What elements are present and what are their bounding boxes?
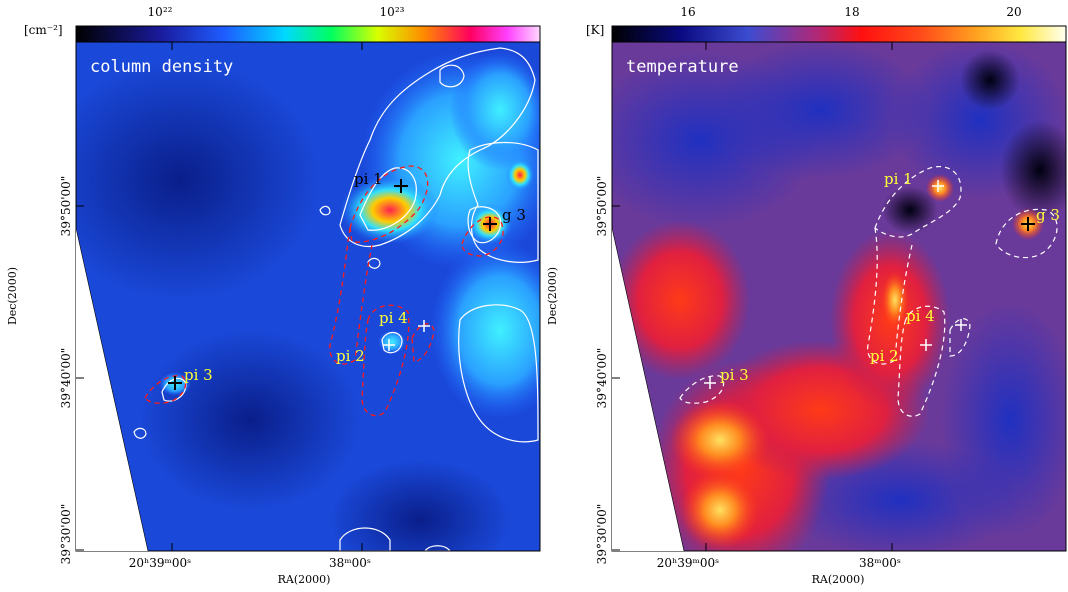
right-source-pi4-label: pi 4 [906,307,935,325]
left-dec-tick-1: 39°50'00" [59,176,73,237]
right-xlabel: RA(2000) [812,573,865,586]
left-source-pi3-label: pi 3 [184,366,213,384]
right-source-pi1-label: pi 1 [884,170,913,188]
left-source-pi1-label: pi 1 [354,170,383,188]
left-colorbar-tick-2: 10²³ [380,5,405,19]
left-density-map [76,42,540,551]
right-source-g3-label: g 3 [1036,206,1060,224]
right-source-pi3-label: pi 3 [720,366,749,384]
left-dec-tick-3: 39°30'00" [59,504,73,565]
left-source-g3-label: g 3 [502,206,526,224]
left-ylabel: Dec(2000) [6,267,19,325]
right-source-pi2: pi 2 [870,347,899,365]
right-tick-marks [612,42,893,551]
left-source-pi4-label: pi 4 [379,309,408,327]
right-panel-title: temperature [626,57,739,77]
right-dec-tick-1: 39°50'00" [595,176,609,237]
left-xlabel: RA(2000) [278,573,331,586]
left-ra-tick-2: 38ᵐ00ˢ [329,556,371,570]
left-source-pi1: pi 1 [354,170,408,193]
right-ra-tick-2: 38ᵐ00ˢ [859,556,901,570]
left-source-pi2-label: pi 2 [336,347,365,365]
right-colorbar-tick-1: 16 [680,5,695,19]
left-panel: [cm⁻²] 10²² 10²³ [6,5,541,586]
right-source-pi3: pi 3 [704,366,749,389]
left-tick-marks [76,42,363,551]
right-dec-tick-2: 39°40'00" [595,348,609,409]
right-colorbar-tick-2: 18 [844,5,859,19]
right-colorbar-tick-3: 20 [1006,5,1021,19]
left-dec-tick-2: 39°40'00" [59,348,73,409]
right-dec-tick-3: 39°30'00" [595,504,609,565]
left-colorbar-tick-1: 10²² [148,5,173,19]
left-colorbar-unit: [cm⁻²] [24,23,63,37]
right-temperature-map [612,42,1066,551]
left-ra-tick-1: 20ʰ39ᵐ00ˢ [129,556,191,570]
left-panel-title: column density [90,57,233,77]
right-ra-tick-1: 20ʰ39ᵐ00ˢ [657,556,719,570]
right-source-pi4: pi 4 [906,307,967,351]
left-colorbar [75,25,541,43]
left-source-pi3: pi 3 [168,366,213,390]
right-colorbar-unit: [K] [586,23,604,37]
right-ylabel: Dec(2000) [546,267,559,325]
left-source-g3: g 3 [483,206,526,231]
right-source-g3: g 3 [1021,206,1060,231]
right-panel: [K] 16 18 20 [546,5,1067,586]
right-source-pi1: pi 1 [884,170,944,192]
left-red-dashed-contours [144,165,504,417]
left-source-pi2: pi 2 [336,347,365,365]
right-colorbar [611,25,1067,43]
right-white-dashed-contours [679,166,1058,417]
left-source-pi4: pi 4 [379,309,430,351]
right-source-pi2-label: pi 2 [870,347,899,365]
